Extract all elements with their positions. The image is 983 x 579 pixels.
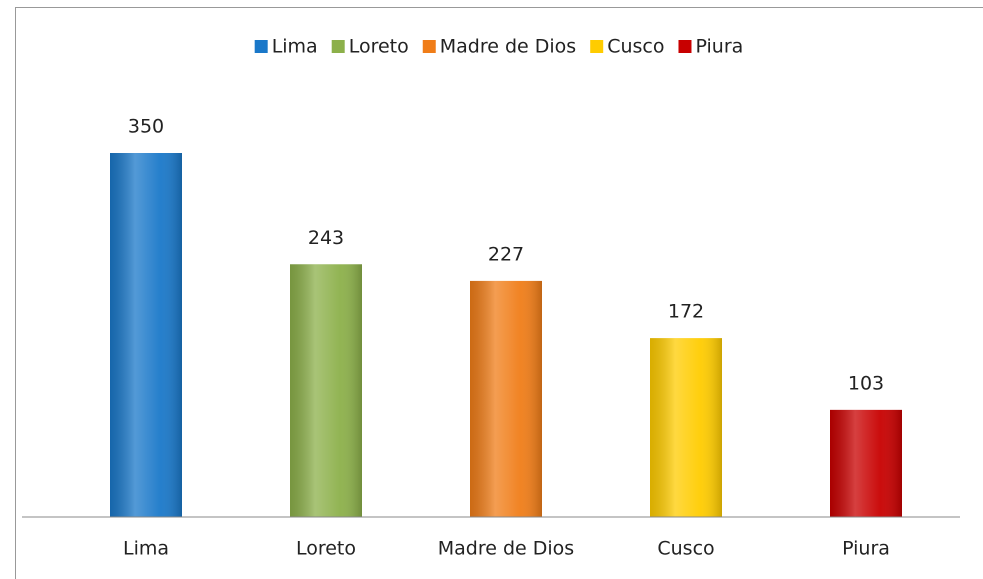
bar-shine [290,264,362,517]
data-label: 103 [848,372,884,394]
legend-swatch [590,40,604,53]
bar-shine [470,280,542,517]
data-label: 243 [308,227,344,249]
x-tick-label: Cusco [657,538,714,560]
bar-shine [110,153,182,517]
x-tick-label: Loreto [296,538,356,560]
legend: Lima Loreto Madre de Dios Cusco Piura [254,36,743,58]
bar-shine [650,338,722,517]
legend-label: Cusco [607,36,664,58]
x-tick-label: Lima [123,538,169,560]
legend-swatch [254,40,268,53]
legend-label: Piura [695,36,743,58]
x-tick-label: Piura [842,538,890,560]
data-label: 350 [128,116,164,138]
legend-swatch [331,40,345,53]
x-tick-label: Madre de Dios [438,538,574,560]
legend-label: Lima [272,36,318,58]
data-label: 172 [668,301,704,323]
legend-swatch [422,40,436,53]
legend-swatch [678,40,692,53]
data-label: 227 [488,243,524,265]
legend-label: Madre de Dios [440,36,576,58]
bar-shine [830,409,902,517]
legend-label: Loreto [349,36,409,58]
